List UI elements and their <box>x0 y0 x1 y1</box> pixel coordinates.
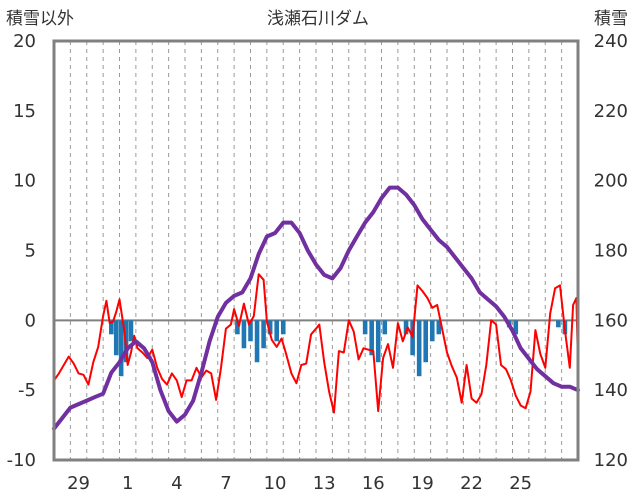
precipitation-bar <box>436 320 442 335</box>
x-tick-label: 22 <box>460 473 483 494</box>
precipitation-bar <box>241 320 247 349</box>
left-tick-label: 10 <box>13 171 36 192</box>
precipitation-bar <box>254 320 260 363</box>
precipitation-bar <box>369 320 374 356</box>
right-tick-label: 160 <box>594 310 628 331</box>
vertical-gridlines <box>69 41 563 460</box>
precipitation-bar <box>403 320 409 335</box>
precipitation-bar <box>375 320 381 363</box>
right-tick-label: 200 <box>594 171 628 192</box>
chart-title: 浅瀬石川ダム <box>267 9 369 29</box>
precipitation-bar <box>235 320 240 335</box>
precipitation-bar <box>429 320 435 342</box>
right-tick-label: 120 <box>594 450 628 471</box>
x-tick-label: 16 <box>362 473 385 494</box>
right-tick-label: 180 <box>594 241 628 262</box>
left-tick-label: 15 <box>13 101 36 122</box>
precipitation-bar <box>261 320 266 349</box>
left-axis-label: 積雪以外 <box>6 9 74 29</box>
precipitation-bar <box>109 320 114 335</box>
precipitation-bar <box>362 320 368 335</box>
plot-frame <box>52 39 580 462</box>
precipitation-bar <box>416 320 422 377</box>
x-tick-label: 13 <box>313 473 336 494</box>
left-tick-label: -5 <box>18 380 36 401</box>
precipitation-bar <box>423 320 429 363</box>
x-tick-label: 7 <box>220 473 231 494</box>
right-axis-label: 積雪 <box>594 9 628 29</box>
precipitation-bar <box>267 320 273 335</box>
x-tick-label: 25 <box>509 473 532 494</box>
x-tick-label: 4 <box>171 473 182 494</box>
right-tick-label: 240 <box>594 31 628 52</box>
right-tick-label: 220 <box>594 101 628 122</box>
precipitation-bar <box>113 320 119 356</box>
left-tick-label: -10 <box>7 450 36 471</box>
precipitation-bar <box>382 320 388 335</box>
precipitation-bar <box>128 320 134 342</box>
precipitation-bar <box>274 320 279 342</box>
series-lines <box>52 185 580 431</box>
precipitation-bar <box>556 320 561 328</box>
x-tick-label: 29 <box>67 473 90 494</box>
x-tick-label: 1 <box>122 473 133 494</box>
left-axis-ticks: 20 15 10 5 0 -5 -10 <box>7 31 36 471</box>
precipitation-bar <box>513 320 519 335</box>
left-tick-label: 0 <box>25 310 36 331</box>
precipitation-bar <box>118 320 124 377</box>
x-tick-label: 10 <box>264 473 287 494</box>
snow-depth-line <box>52 185 580 431</box>
precipitation-bar <box>280 320 286 335</box>
x-tick-label: 19 <box>411 473 434 494</box>
right-axis-ticks: 240 220 200 180 160 140 120 <box>594 31 628 471</box>
left-tick-label: 5 <box>25 241 36 262</box>
precipitation-bar <box>248 320 253 342</box>
left-tick-label: 20 <box>13 31 36 52</box>
right-tick-label: 140 <box>594 380 628 401</box>
x-axis-ticks: 29 1 4 7 10 13 16 19 22 25 <box>67 473 532 494</box>
